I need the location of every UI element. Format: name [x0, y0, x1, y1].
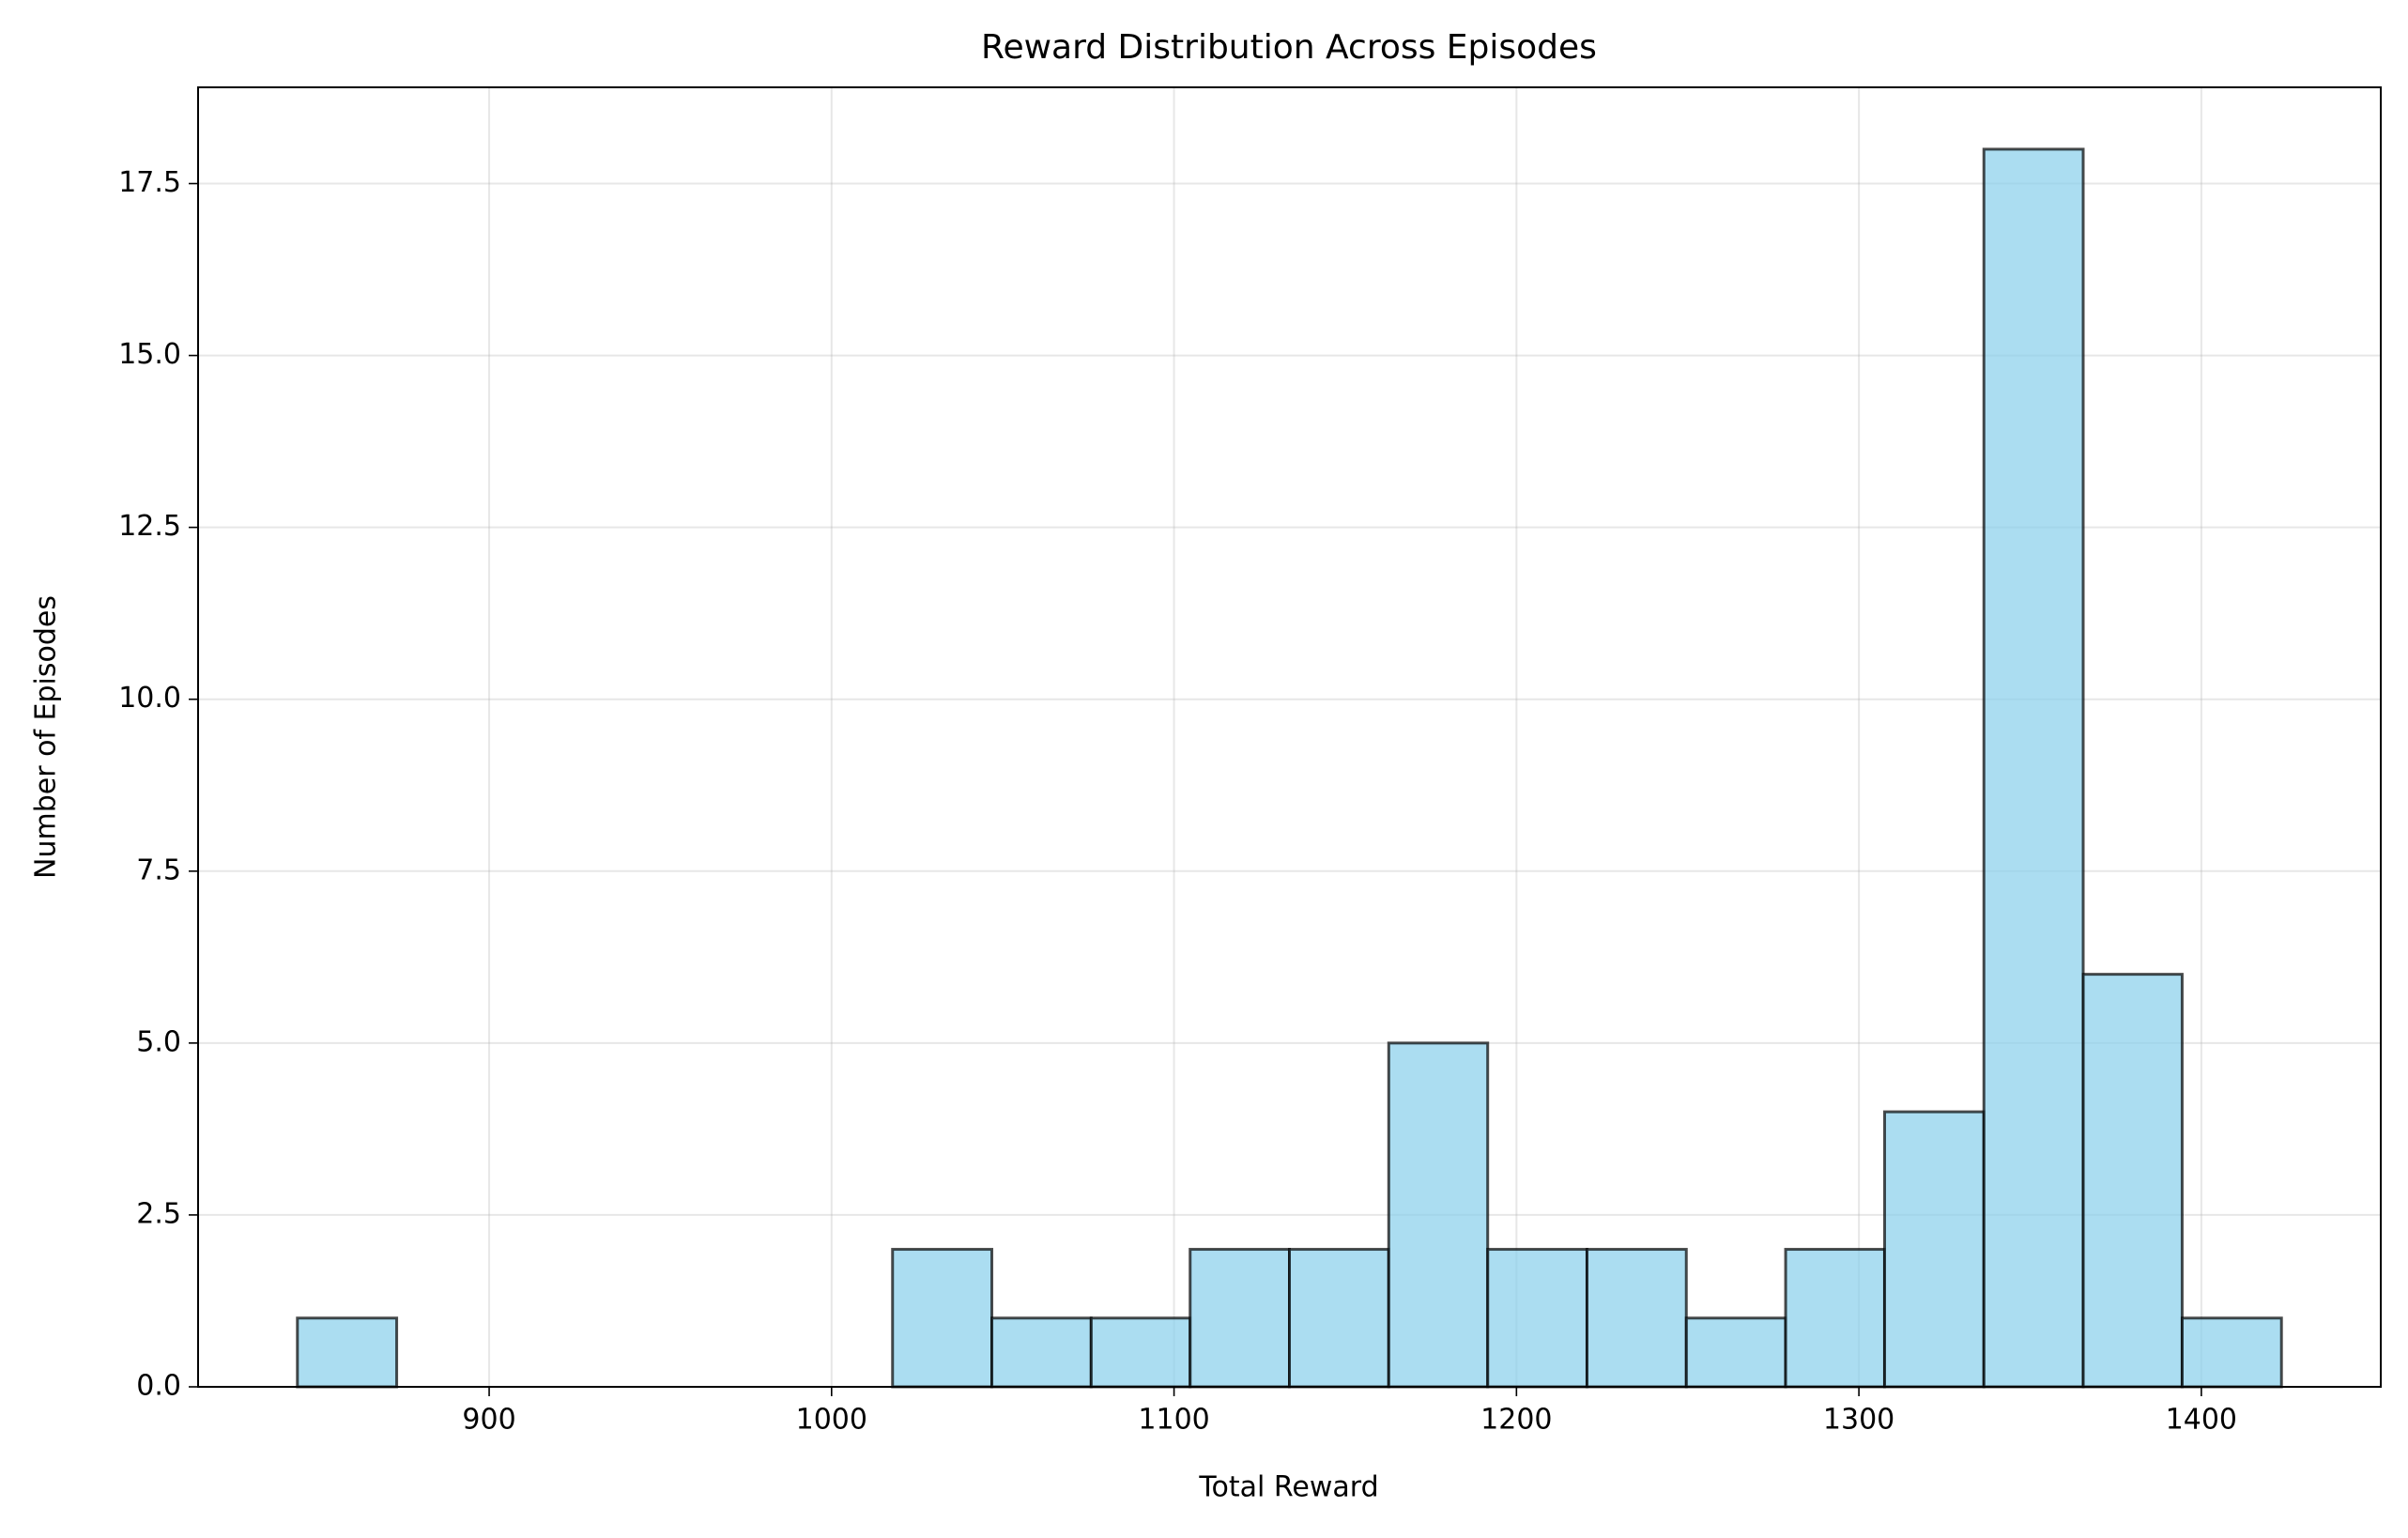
y-tick-label: 10.0 [118, 682, 181, 715]
bar [1089, 1316, 1192, 1389]
y-tick-label: 15.0 [118, 338, 181, 371]
bar [1189, 1248, 1292, 1389]
y-tick-label: 7.5 [136, 854, 181, 886]
x-tick-label: 1100 [1138, 1404, 1209, 1437]
y-tick-label: 2.5 [136, 1197, 181, 1230]
x-tick-label: 1300 [1823, 1404, 1894, 1437]
bar [1684, 1316, 1787, 1389]
bar [990, 1316, 1093, 1389]
y-tick-label: 5.0 [136, 1025, 181, 1058]
bar [1882, 1110, 1986, 1389]
y-tick-label: 12.5 [118, 510, 181, 543]
x-tick-label: 1000 [796, 1404, 867, 1437]
plot-frame [197, 86, 2382, 1388]
bar [296, 1316, 399, 1389]
x-axis-label: Total Reward [1198, 1471, 1378, 1504]
bar [1784, 1248, 1886, 1389]
bar [1982, 147, 2085, 1389]
x-tick-label: 900 [462, 1404, 515, 1437]
bar [891, 1248, 994, 1389]
y-tick-label: 17.5 [118, 166, 181, 199]
y-axis-label: Number of Episodes [30, 595, 63, 879]
bar [1288, 1248, 1390, 1389]
y-tick-label: 0.0 [136, 1370, 181, 1403]
bar [2081, 973, 2184, 1389]
x-tick-label: 1400 [2166, 1404, 2237, 1437]
x-tick-label: 1200 [1480, 1404, 1552, 1437]
bar [1387, 1041, 1490, 1389]
bar [1585, 1248, 1688, 1389]
bar [2180, 1316, 2283, 1389]
bar [1486, 1248, 1588, 1389]
chart-title: Reward Distribution Across Episodes [981, 28, 1597, 67]
